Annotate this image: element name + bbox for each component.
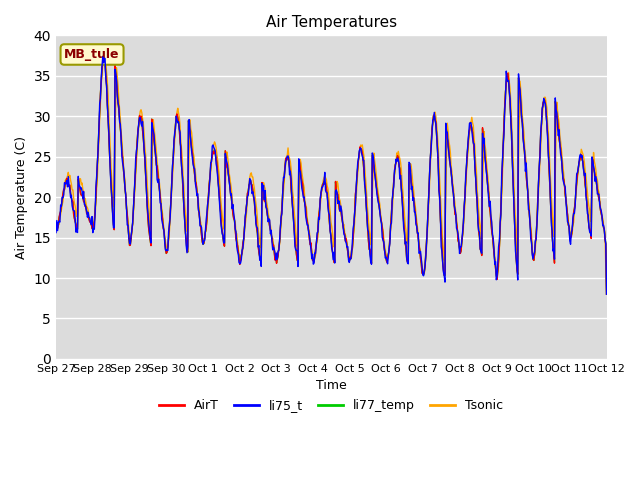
li75_t (52, 229, 60, 235)
li75_t (603, 291, 611, 297)
Tsonic (205, 199, 212, 205)
li75_t (205, 196, 212, 202)
Tsonic (100, 52, 108, 58)
li75_t (62, 181, 70, 187)
AirT (205, 193, 212, 199)
li75_t (99, 54, 107, 60)
AirT (175, 126, 183, 132)
li75_t (175, 126, 183, 132)
AirT (603, 291, 611, 297)
Tsonic (603, 291, 611, 297)
AirT (120, 167, 127, 172)
li77_temp (603, 291, 611, 297)
Tsonic (175, 115, 183, 120)
Tsonic (52, 226, 60, 232)
li75_t (399, 210, 407, 216)
AirT (52, 227, 60, 233)
li77_temp (399, 208, 407, 214)
Line: li75_t: li75_t (56, 57, 607, 294)
li77_temp (62, 179, 70, 185)
Legend: AirT, li75_t, li77_temp, Tsonic: AirT, li75_t, li77_temp, Tsonic (154, 395, 508, 418)
Line: Tsonic: Tsonic (56, 55, 607, 294)
Tsonic (62, 176, 70, 182)
Y-axis label: Air Temperature (C): Air Temperature (C) (15, 136, 28, 259)
li75_t (120, 164, 127, 169)
li77_temp (52, 227, 60, 233)
li75_t (415, 251, 423, 256)
AirT (399, 208, 407, 214)
Tsonic (120, 160, 127, 166)
AirT (100, 56, 108, 62)
li77_temp (175, 126, 183, 132)
AirT (62, 179, 70, 184)
li77_temp (120, 167, 127, 172)
Line: AirT: AirT (56, 59, 607, 294)
li77_temp (100, 57, 108, 62)
Title: Air Temperatures: Air Temperatures (266, 15, 397, 30)
X-axis label: Time: Time (316, 379, 347, 392)
Line: li77_temp: li77_temp (56, 60, 607, 294)
Tsonic (399, 189, 407, 195)
AirT (415, 242, 423, 248)
Text: MB_tule: MB_tule (64, 48, 120, 61)
Tsonic (415, 240, 423, 245)
li77_temp (415, 242, 423, 248)
li77_temp (205, 193, 212, 199)
